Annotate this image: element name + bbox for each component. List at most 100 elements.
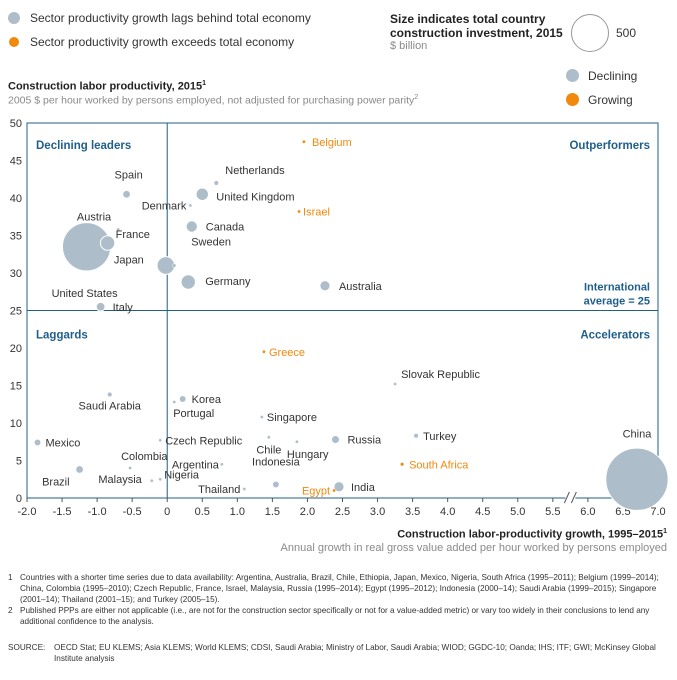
point-label-brazil: Brazil [42, 477, 70, 489]
y-axis-title-footnote: 1 [202, 80, 207, 87]
point-label-saudi-arabia: Saudi Arabia [79, 401, 142, 413]
bubble-south-africa [400, 462, 405, 467]
bubble-malaysia [149, 478, 154, 483]
y-axis-title-text: Construction labor productivity, 2015 [8, 80, 203, 93]
source-text: OECD Stat; EU KLEMS; Asia KLEMS; World K… [54, 643, 656, 663]
lag-legend-marker [8, 12, 20, 24]
footnote-2: 2 Published PPPs are either not applicab… [8, 605, 666, 627]
point-label-turkey: Turkey [423, 431, 457, 443]
axis-break-gap [565, 492, 576, 504]
y-tick-label: 5 [16, 456, 22, 468]
x-tick-label: 3.5 [405, 506, 420, 518]
y-tick-label: 50 [10, 118, 22, 130]
x-tick-label: 1.5 [265, 506, 280, 518]
point-label-canada: Canada [206, 222, 245, 234]
y-tick-label: 35 [10, 231, 22, 243]
bubble-japan [156, 256, 176, 275]
bubble-spain [122, 190, 131, 199]
bubble-egypt [332, 488, 336, 493]
international-average-label: International [584, 282, 650, 294]
point-label-austria: Austria [77, 212, 112, 224]
point-label-hungary: Hungary [287, 449, 329, 461]
y-tick-label: 40 [10, 193, 22, 205]
declining-legend-marker [566, 69, 579, 82]
quadrant-label-outperformers: Outperformers [569, 140, 650, 152]
source-label: SOURCE: [8, 643, 46, 652]
y-tick-label: 20 [10, 343, 22, 355]
axis-break-slash [570, 491, 577, 504]
x-axis-subtitle: Annual growth in real gross value added … [280, 542, 667, 554]
bubble-italy [95, 301, 106, 312]
x-tick-label: 5.5 [545, 506, 560, 518]
quadrant-label-accelerators: Accelerators [580, 330, 650, 342]
point-label-netherlands: Netherlands [225, 165, 285, 177]
x-tick-label: -0.5 [123, 506, 142, 518]
x-axis-title-footnote: 1 [663, 528, 667, 535]
declining-legend-label: Declining [588, 69, 638, 83]
bubble-turkey [413, 433, 419, 439]
bubble-denmark [188, 203, 193, 208]
point-label-united-kingdom: United Kingdom [216, 191, 294, 203]
bubble-indonesia [272, 481, 280, 488]
bubble-united-kingdom [195, 187, 210, 201]
point-label-colombia: Colombia [121, 451, 168, 463]
x-tick-label: 4.0 [440, 506, 455, 518]
point-label-germany: Germany [205, 276, 251, 288]
point-label-israel: Israel [303, 207, 330, 219]
bubble-australia [319, 280, 331, 292]
y-axis-subtitle-footnote: 2 [414, 94, 419, 101]
size-legend-title-1: Size indicates total country [390, 12, 546, 26]
footnote-1: 1 Countries with a shorter time series d… [8, 572, 666, 605]
bubble-sweden [172, 263, 177, 268]
point-label-slovak-republic: Slovak Republic [401, 369, 480, 381]
x-axis-title: Construction labor-productivity growth, … [397, 528, 667, 541]
scatter-chart: -2.0 -1.5 -1.0 -0.5 0 0.5 1.0 1.5 2.0 2.5 3.0 3.5 4.… [10, 118, 669, 518]
bubble-israel [297, 209, 301, 214]
point-label-indonesia: Indonesia [252, 457, 301, 469]
bubble-brazil [75, 465, 84, 474]
bubble-singapore [260, 415, 264, 419]
point-label-france: France [116, 229, 150, 241]
bubble-china [605, 447, 669, 511]
y-tick-label: 15 [10, 381, 22, 393]
point-label-sweden: Sweden [191, 237, 231, 249]
y-axis-title: Construction labor productivity, 20151 [8, 80, 206, 93]
bubble-canada [185, 220, 198, 233]
point-label-japan: Japan [114, 255, 144, 267]
size-legend-bubble [571, 14, 609, 52]
point-label-italy: Italy [113, 302, 134, 314]
exceed-legend-label: Sector productivity growth exceeds total… [30, 35, 295, 49]
bubble-slovak-republic [393, 382, 397, 386]
x-tick-label: -2.0 [18, 506, 37, 518]
x-tick-label: 5.0 [510, 506, 525, 518]
point-label-russia: Russia [347, 435, 382, 447]
x-tick-label: 6.0 [580, 506, 595, 518]
point-label-egypt: Egypt [302, 486, 330, 498]
quadrant-label-laggards: Laggards [36, 330, 88, 342]
y-tick-label: 30 [10, 268, 22, 280]
footnote-2-number: 2 [8, 606, 13, 615]
y-axis-subtitle-text: 2005 $ per hour worked by persons employ… [8, 94, 415, 107]
exceed-legend-marker [9, 37, 19, 47]
point-label-malaysia: Malaysia [98, 474, 142, 486]
point-label-united-states: United States [52, 288, 119, 300]
bubble-nigeria [158, 477, 163, 482]
point-label-czech-republic: Czech Republic [165, 435, 243, 447]
source-note: SOURCE: OECD Stat; EU KLEMS; Asia KLEMS;… [8, 642, 666, 664]
point-label-belgium: Belgium [312, 137, 352, 149]
bubble-thailand [242, 487, 247, 491]
point-label-spain: Spain [115, 169, 143, 181]
point-label-chile: Chile [256, 444, 281, 456]
point-label-thailand: Thailand [198, 484, 240, 496]
growing-legend-marker [566, 93, 579, 106]
point-label-india: India [351, 482, 376, 494]
bubble-saudi-arabia [107, 392, 113, 397]
bubble-korea [179, 395, 186, 403]
point-label-south-africa: South Africa [409, 459, 469, 471]
x-tick-label: -1.5 [53, 506, 72, 518]
y-tick-label: 45 [10, 156, 22, 168]
footnote-1-number: 1 [8, 573, 13, 582]
bubble-russia [330, 434, 341, 445]
point-label-nigeria: Nigeria [164, 469, 200, 481]
international-average-value: average = 25 [584, 296, 650, 308]
